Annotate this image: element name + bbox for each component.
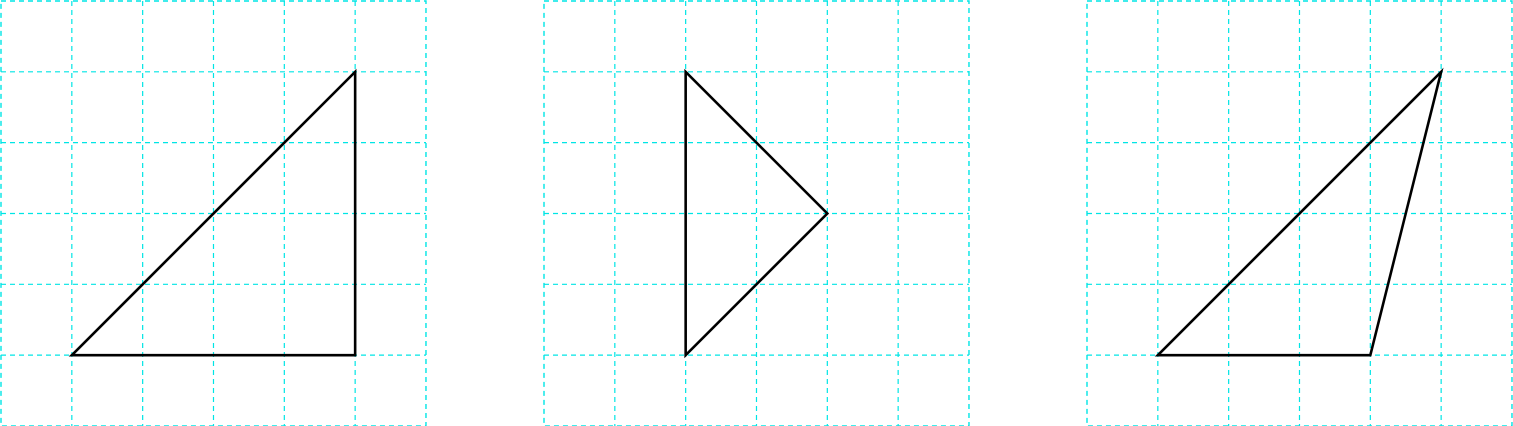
grid-panel-3 [1086, 0, 1513, 426]
grid-panel-1 [0, 0, 427, 426]
grid-panel-2 [543, 0, 970, 426]
triangle-1 [68, 68, 357, 357]
triangle-3 [1154, 67, 1444, 357]
triangle-2 [684, 68, 830, 359]
